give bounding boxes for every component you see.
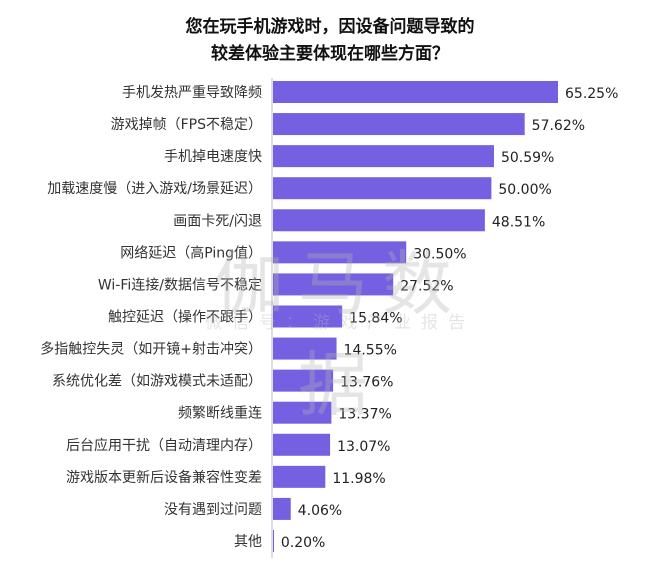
chart-title-line-2: 较差体验主要体现在哪些方面？ [211, 44, 449, 64]
category-label: 手机发热严重导致降频 [122, 85, 262, 101]
bar [273, 209, 485, 232]
bar [273, 145, 494, 168]
category-label: Wi-Fi连接/数据信号不稳定 [98, 276, 262, 293]
value-label: 14.55% [344, 343, 397, 359]
bar [273, 241, 407, 264]
value-label: 15.84% [349, 310, 402, 326]
category-label: 游戏版本更新后设备兼容性变差 [66, 469, 262, 486]
value-label: 30.50% [413, 246, 466, 262]
value-label: 65.25% [565, 86, 618, 102]
category-label: 没有遇到过问题 [164, 502, 262, 518]
bar [273, 497, 291, 520]
category-label: 加载速度慢（进入游戏/场景延迟） [47, 180, 262, 197]
value-label: 57.62% [532, 118, 585, 134]
value-label: 27.52% [400, 278, 453, 294]
bar [273, 465, 326, 488]
bar [273, 529, 274, 552]
bar [273, 401, 332, 424]
chart-title-line-1: 您在玩手机游戏时，因设备问题导致的 [185, 17, 475, 37]
bar [273, 433, 331, 456]
bar [273, 305, 343, 328]
value-label: 13.07% [337, 439, 390, 455]
category-label: 手机掉电速度快 [164, 149, 262, 165]
bar [273, 273, 394, 296]
category-label: 其他 [234, 534, 262, 550]
value-label: 11.98% [332, 471, 385, 487]
category-label: 系统优化差（如游戏模式未适配） [52, 374, 262, 390]
bar [273, 81, 558, 103]
category-label: 后台应用干扰（自动清理内存） [66, 437, 262, 454]
value-label: 0.20% [281, 535, 325, 551]
value-label: 4.06% [298, 503, 342, 519]
value-label: 50.00% [498, 182, 551, 198]
bar [273, 113, 525, 136]
category-label: 多指触控失灵（如开镜+射击冲突） [40, 341, 262, 358]
category-label: 画面卡死/闪退 [173, 213, 262, 229]
category-label: 频繁断线重连 [178, 406, 262, 422]
category-label: 游戏掉帧（FPS不稳定） [111, 117, 262, 133]
value-label: 48.51% [492, 214, 545, 230]
chart-title: 您在玩手机游戏时，因设备问题导致的 较差体验主要体现在哪些方面？ [0, 14, 660, 68]
category-label: 触控延迟（操作不跟手） [108, 309, 262, 325]
value-label: 13.76% [340, 375, 393, 391]
bar [273, 337, 337, 360]
category-label: 网络延迟（高Ping值） [120, 244, 262, 261]
value-label: 50.59% [501, 150, 554, 166]
bar [273, 177, 492, 200]
bar [273, 369, 334, 392]
value-label: 13.37% [338, 407, 391, 423]
